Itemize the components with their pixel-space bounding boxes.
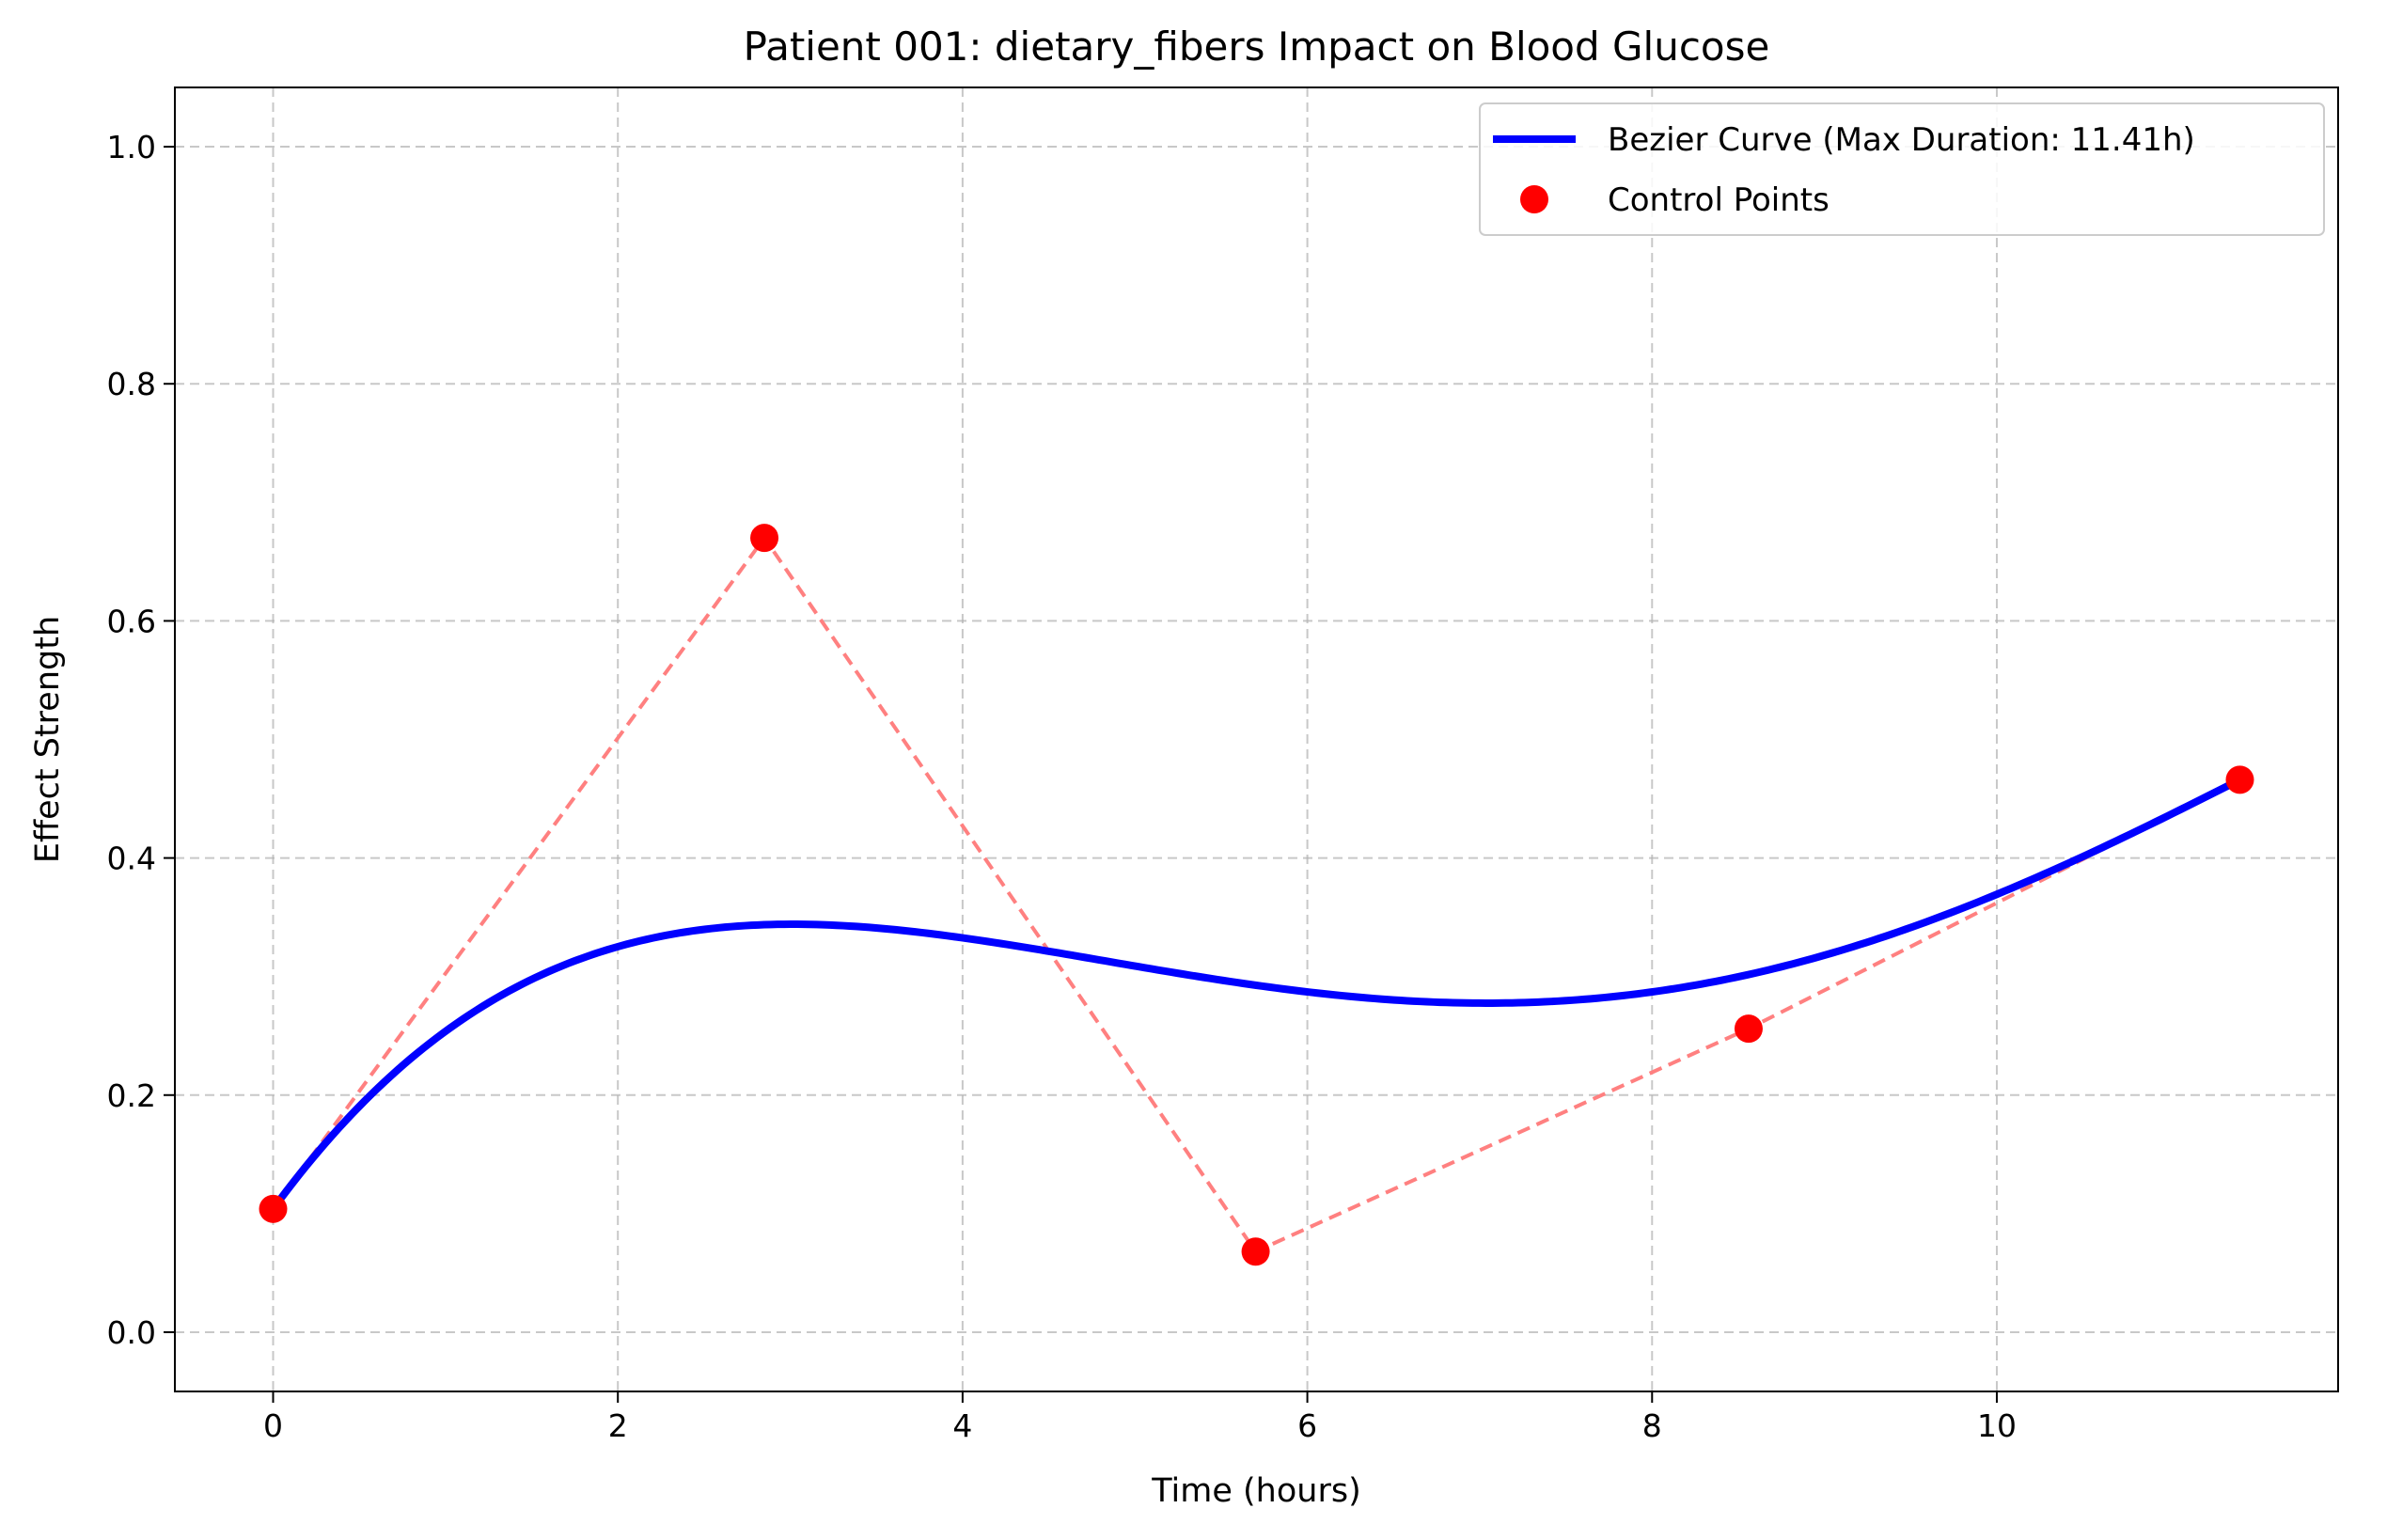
x-axis-label: Time (hours) [1151, 1472, 1361, 1510]
bezier-curve [269, 776, 2244, 1213]
y-axis-ticks: 0.0 0.2 0.4 0.6 0.8 1.0 [107, 129, 175, 1351]
plot-frame [174, 86, 2339, 1392]
x-tick-label: 6 [1297, 1407, 1317, 1444]
x-tick-label: 4 [952, 1407, 972, 1444]
x-tick-label: 2 [608, 1407, 628, 1444]
control-point [1241, 1237, 1270, 1266]
control-point [1734, 1014, 1763, 1044]
legend-entry-control-points: Control Points [1608, 181, 1830, 219]
x-tick-label: 0 [263, 1407, 283, 1444]
y-tick-label: 0.4 [107, 841, 156, 877]
control-point [750, 524, 779, 553]
x-tick-label: 8 [1642, 1407, 1662, 1444]
legend-box [1479, 102, 2325, 236]
y-tick-label: 0.8 [107, 366, 156, 402]
chart-title: Patient 001: dietary_fibers Impact on Bl… [744, 24, 1770, 70]
legend-marker-swatch [1520, 185, 1548, 213]
y-axis-label: Effect Strength [29, 616, 67, 863]
legend-entry-bezier-curve: Bezier Curve (Max Duration: 11.41h) [1608, 121, 2195, 159]
legend: Bezier Curve (Max Duration: 11.41h) Cont… [1479, 102, 2325, 236]
control-points-group [259, 524, 2254, 1266]
y-tick-label: 0.0 [107, 1314, 156, 1351]
y-tick-label: 0.6 [107, 603, 156, 639]
x-axis-ticks: 0 2 4 6 8 10 [263, 1391, 2017, 1444]
control-point [2225, 765, 2254, 794]
x-tick-label: 10 [1977, 1407, 2017, 1444]
control-point [259, 1194, 288, 1223]
y-tick-label: 0.2 [107, 1077, 156, 1114]
y-tick-label: 1.0 [107, 129, 156, 165]
bezier-curve-group [269, 776, 2244, 1213]
